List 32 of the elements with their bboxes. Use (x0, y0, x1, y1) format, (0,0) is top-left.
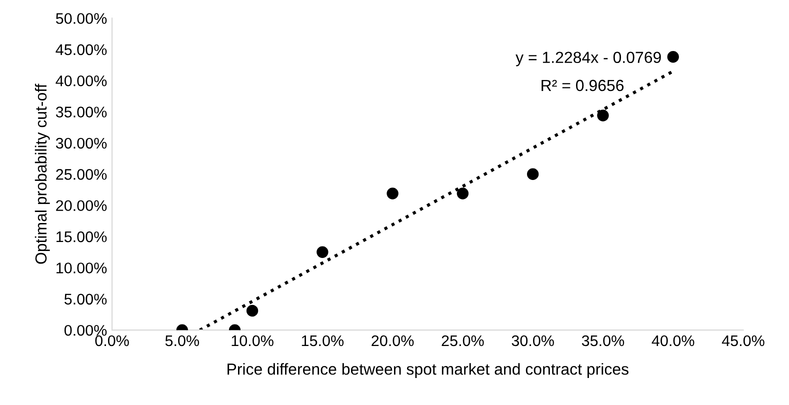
annotation: y = 1.2284x - 0.0769 (516, 52, 661, 66)
x-tick-label: 25.0% (442, 335, 484, 346)
y-axis-title: Optimal probability cut-off (34, 84, 50, 264)
y-tick-label: 0.00% (64, 324, 107, 336)
x-tick-label: 0.0% (95, 335, 129, 346)
x-tick-label: 10.0% (232, 335, 274, 346)
x-tick-label: 40.0% (652, 335, 694, 346)
y-tick-label: 30.00% (56, 138, 107, 149)
point (667, 51, 679, 63)
point (316, 246, 328, 258)
y-tick-label: 5.00% (64, 294, 107, 305)
point (386, 188, 398, 200)
x-tick-label: 35.0% (582, 335, 624, 346)
point (597, 110, 609, 122)
annotation: R² = 0.9656 (542, 80, 624, 92)
x-tick-label: 15.0% (302, 335, 344, 346)
point (246, 304, 258, 317)
point (456, 188, 469, 200)
x-tick-label: 30.0% (512, 335, 554, 346)
point (526, 168, 539, 180)
y-tick-label: 45.00% (56, 44, 107, 56)
y-tick-label: 50.00% (56, 13, 107, 24)
x-tick-label: 5.0% (165, 335, 200, 346)
x-tick-label: 20.0% (372, 335, 414, 346)
y-tick-label: 20.00% (56, 200, 107, 212)
y-tick-label: 40.00% (56, 75, 107, 86)
y-tick-label: 35.00% (56, 106, 107, 118)
x-axis-title: Price difference between spot market and contract prices (228, 363, 628, 378)
y-tick-label: 25.00% (56, 169, 107, 180)
x-tick-label: 45.0% (722, 335, 764, 346)
y-tick-label: 15.00% (56, 231, 107, 242)
y-tick-label: 10.00% (56, 262, 107, 274)
